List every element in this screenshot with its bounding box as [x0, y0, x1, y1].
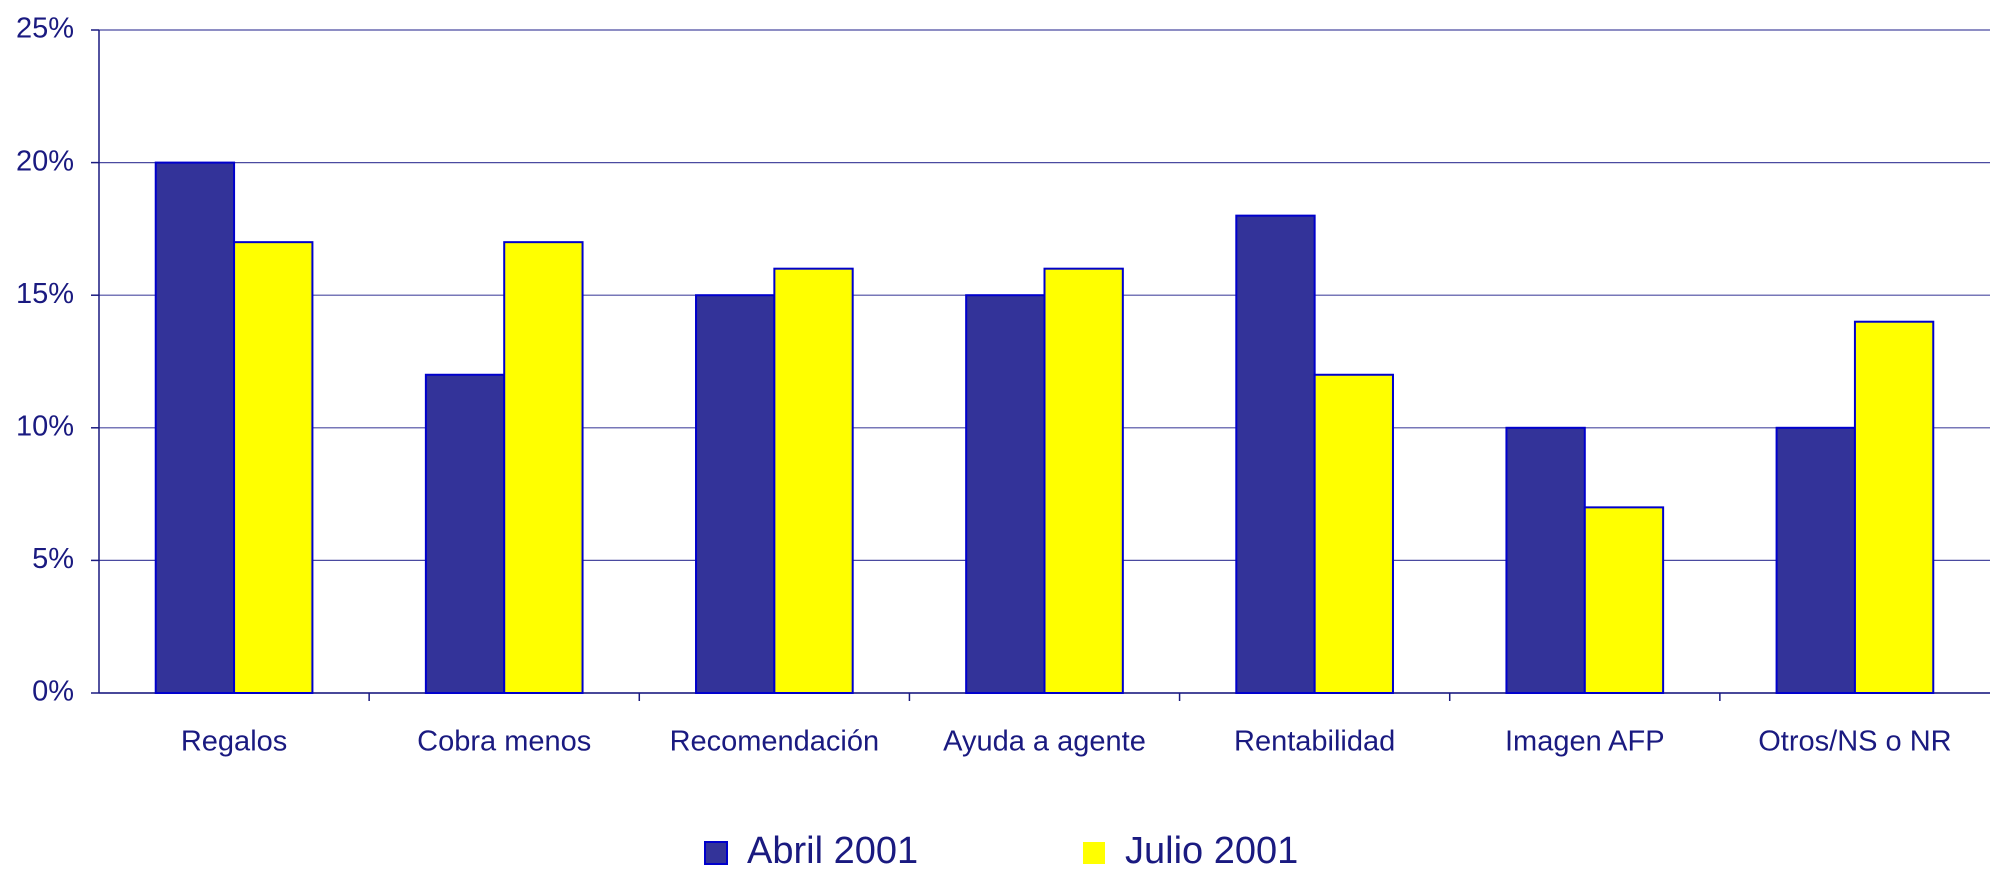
- legend-label: Julio 2001: [1125, 830, 1298, 869]
- y-tick-label: 0%: [32, 676, 74, 708]
- bar: [965, 294, 1046, 694]
- y-tick-label: 5%: [32, 543, 74, 575]
- x-tick-label: Regalos: [181, 726, 287, 758]
- legend-swatch: [1083, 842, 1105, 864]
- bar: [1505, 426, 1586, 694]
- x-tick-label: Recomendación: [670, 726, 880, 758]
- x-tick-label: Ayuda a agente: [943, 726, 1146, 758]
- bar: [1583, 506, 1665, 694]
- y-tick-label: 20%: [16, 145, 74, 177]
- y-tick-label: 15%: [16, 278, 74, 310]
- x-tick-label: Otros/NS o NR: [1758, 726, 1951, 758]
- bar: [1313, 373, 1394, 694]
- bar: [233, 241, 314, 694]
- bar: [1043, 267, 1124, 694]
- bar: [503, 241, 584, 694]
- bar: [1775, 426, 1856, 694]
- bar: [1853, 320, 1935, 694]
- bar: [695, 294, 776, 694]
- legend-label: Abril 2001: [747, 830, 918, 869]
- bar: [1235, 214, 1316, 694]
- x-tick-label: Cobra menos: [417, 726, 591, 758]
- bar: [154, 161, 236, 695]
- y-tick-label: 25%: [16, 13, 74, 45]
- bar: [424, 373, 506, 694]
- bar: [773, 267, 854, 694]
- y-tick-label: 10%: [16, 410, 74, 442]
- legend-swatch: [704, 841, 728, 865]
- x-tick-label: Imagen AFP: [1505, 726, 1665, 758]
- x-tick-label: Rentabilidad: [1234, 726, 1395, 758]
